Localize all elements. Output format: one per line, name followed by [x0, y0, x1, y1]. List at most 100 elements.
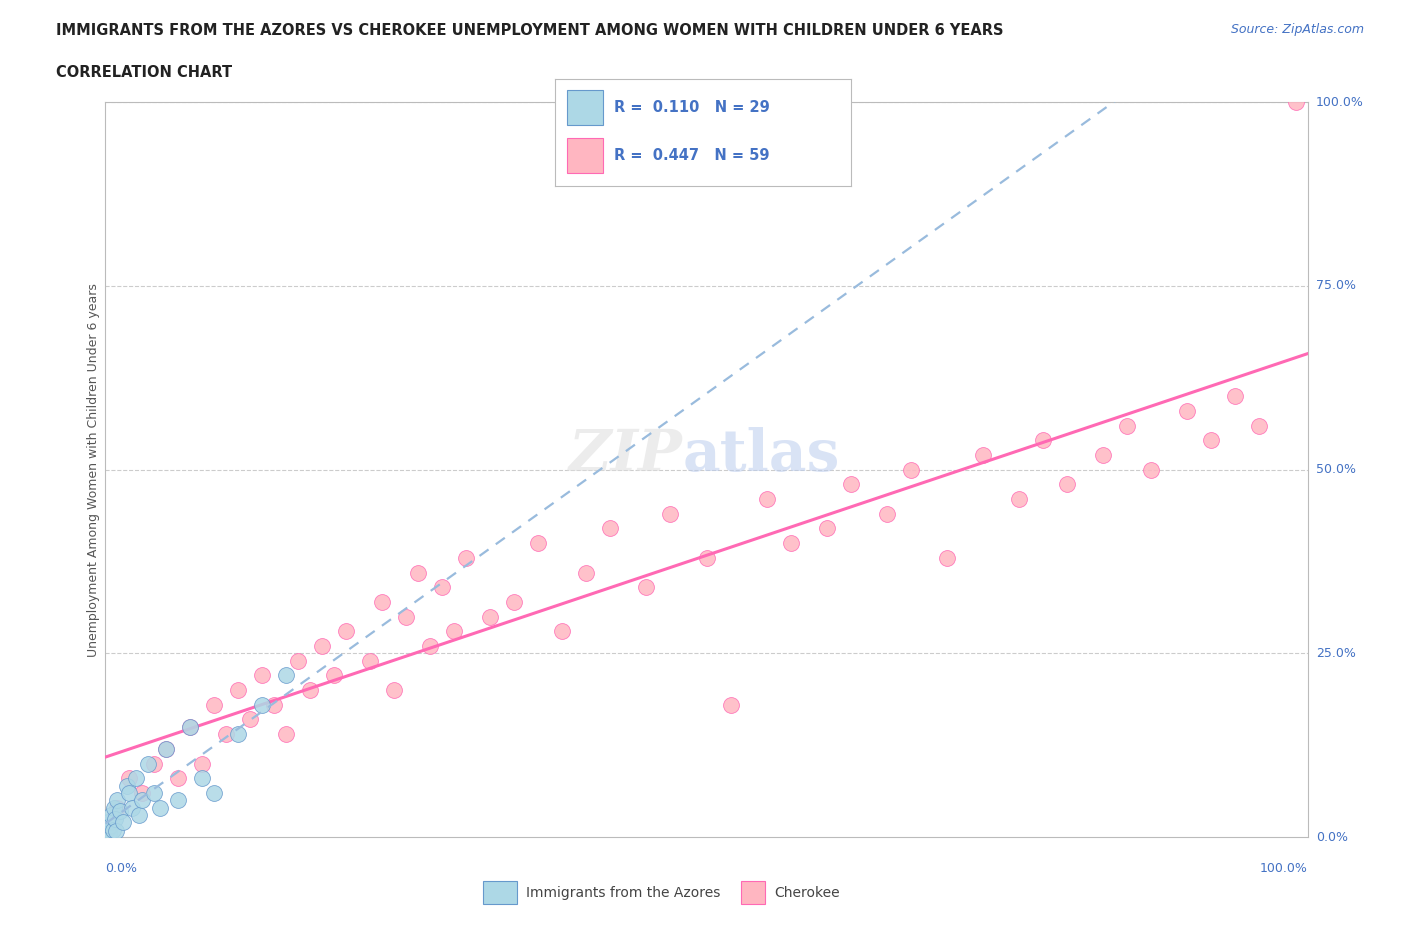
- Text: R =  0.110   N = 29: R = 0.110 N = 29: [614, 100, 770, 115]
- Point: [179, 720, 201, 735]
- Point: [202, 698, 225, 712]
- Point: [202, 786, 225, 801]
- Text: Cherokee: Cherokee: [775, 885, 841, 900]
- Point: [107, 792, 129, 807]
- Point: [104, 811, 127, 826]
- Point: [371, 594, 394, 609]
- Point: [190, 771, 212, 786]
- Text: 0.0%: 0.0%: [105, 862, 138, 875]
- Point: [136, 756, 159, 771]
- Point: [103, 800, 125, 815]
- Point: [311, 639, 333, 654]
- Point: [696, 551, 718, 565]
- Point: [1140, 462, 1163, 477]
- Point: [131, 792, 153, 807]
- Point: [226, 683, 249, 698]
- Point: [226, 726, 249, 741]
- Point: [274, 668, 297, 683]
- Point: [839, 477, 862, 492]
- Text: 100.0%: 100.0%: [1316, 96, 1364, 109]
- Point: [118, 786, 141, 801]
- Point: [479, 609, 502, 624]
- Point: [419, 639, 441, 654]
- Point: [298, 683, 321, 698]
- Point: [98, 826, 121, 841]
- Bar: [567, 90, 603, 125]
- Text: IMMIGRANTS FROM THE AZORES VS CHEROKEE UNEMPLOYMENT AMONG WOMEN WITH CHILDREN UN: IMMIGRANTS FROM THE AZORES VS CHEROKEE U…: [56, 23, 1004, 38]
- Point: [112, 815, 135, 830]
- Point: [105, 824, 128, 839]
- Point: [98, 818, 121, 833]
- Point: [148, 800, 170, 815]
- Bar: [567, 138, 603, 173]
- Point: [395, 609, 418, 624]
- Point: [936, 551, 959, 565]
- Text: 75.0%: 75.0%: [1316, 280, 1355, 292]
- Point: [454, 551, 477, 565]
- Point: [96, 822, 118, 837]
- Point: [100, 807, 122, 822]
- Text: ZIP: ZIP: [568, 427, 682, 484]
- Point: [443, 624, 465, 639]
- Point: [155, 741, 177, 756]
- Point: [274, 726, 297, 741]
- Point: [876, 506, 898, 521]
- Point: [107, 800, 129, 815]
- Point: [124, 771, 146, 786]
- Point: [239, 712, 262, 727]
- Point: [359, 653, 381, 668]
- Text: R =  0.447   N = 59: R = 0.447 N = 59: [614, 148, 770, 163]
- Point: [1249, 418, 1271, 433]
- Point: [250, 668, 273, 683]
- Point: [263, 698, 285, 712]
- Point: [659, 506, 682, 521]
- Point: [190, 756, 212, 771]
- Point: [166, 792, 188, 807]
- Point: [755, 492, 778, 507]
- Point: [503, 594, 526, 609]
- Point: [250, 698, 273, 712]
- Text: atlas: atlas: [682, 427, 839, 483]
- Point: [166, 771, 188, 786]
- Point: [179, 720, 201, 735]
- Y-axis label: Unemployment Among Women with Children Under 6 years: Unemployment Among Women with Children U…: [87, 283, 100, 657]
- Point: [287, 653, 309, 668]
- Point: [720, 698, 742, 712]
- Point: [430, 579, 453, 594]
- Point: [636, 579, 658, 594]
- Point: [1008, 492, 1031, 507]
- Point: [972, 447, 994, 462]
- Point: [118, 771, 141, 786]
- Point: [900, 462, 922, 477]
- Point: [142, 786, 165, 801]
- Point: [382, 683, 405, 698]
- Point: [599, 521, 621, 536]
- Point: [115, 778, 138, 793]
- Point: [1201, 432, 1223, 447]
- Text: 100.0%: 100.0%: [1260, 862, 1308, 875]
- Point: [1116, 418, 1139, 433]
- Point: [142, 756, 165, 771]
- Text: Immigrants from the Azores: Immigrants from the Azores: [526, 885, 720, 900]
- Point: [406, 565, 429, 580]
- Point: [322, 668, 344, 683]
- Point: [575, 565, 598, 580]
- Bar: [741, 882, 765, 904]
- Text: CORRELATION CHART: CORRELATION CHART: [56, 65, 232, 80]
- Point: [97, 815, 120, 830]
- Text: Source: ZipAtlas.com: Source: ZipAtlas.com: [1230, 23, 1364, 36]
- Point: [815, 521, 838, 536]
- Point: [551, 624, 574, 639]
- Point: [1284, 95, 1306, 110]
- Point: [1032, 432, 1054, 447]
- Text: 25.0%: 25.0%: [1316, 647, 1355, 659]
- Point: [779, 536, 801, 551]
- Text: 50.0%: 50.0%: [1316, 463, 1355, 476]
- Point: [121, 800, 143, 815]
- Point: [214, 726, 236, 741]
- Point: [131, 786, 153, 801]
- Point: [1092, 447, 1115, 462]
- Point: [1225, 389, 1247, 404]
- Point: [108, 804, 131, 818]
- Point: [335, 624, 357, 639]
